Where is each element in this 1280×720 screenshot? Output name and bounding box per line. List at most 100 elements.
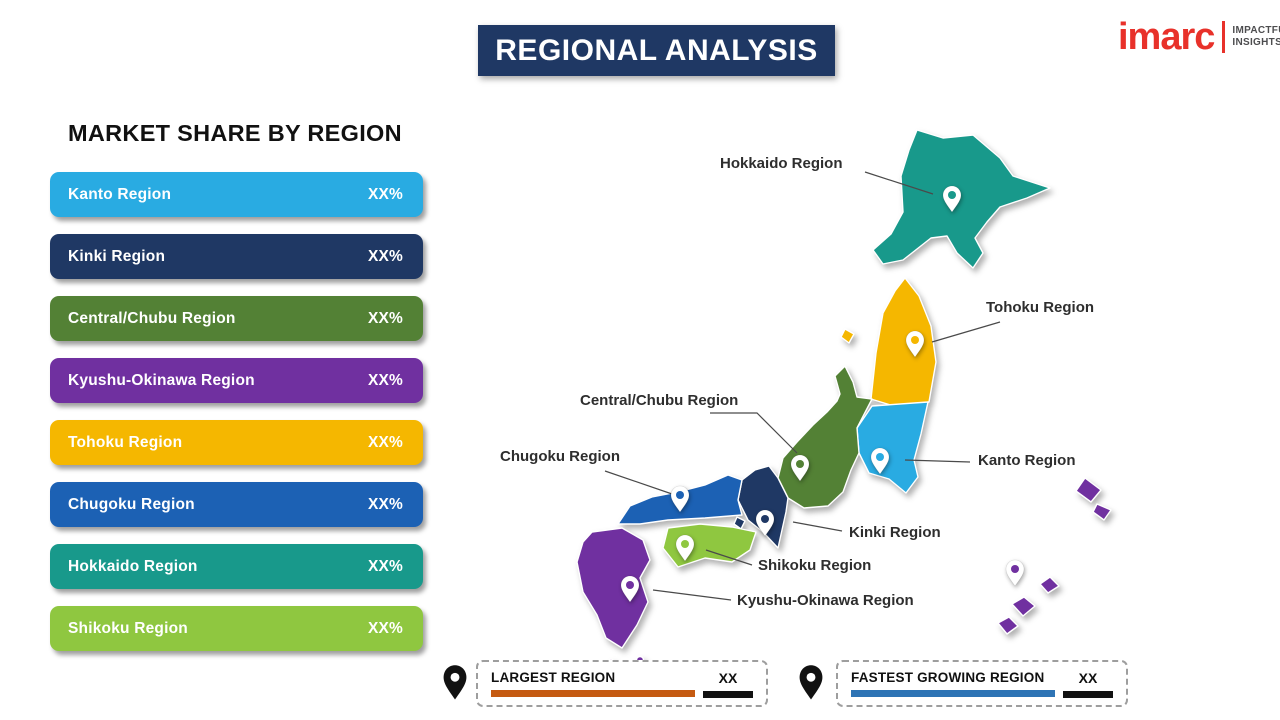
share-bar-value: XX% bbox=[367, 433, 403, 451]
logo-tagline-line1: IMPACTFUL bbox=[1232, 24, 1280, 36]
share-bar-label: Kinki Region bbox=[68, 247, 166, 265]
share-bar-hokkaido: Hokkaido Region XX% bbox=[50, 544, 423, 589]
pin-hole bbox=[1011, 565, 1019, 573]
connector-chubu bbox=[710, 412, 798, 454]
region-kanto bbox=[856, 401, 929, 494]
share-bar-value: XX% bbox=[367, 185, 403, 203]
pin-hole bbox=[626, 581, 634, 589]
logo-tagline: IMPACTFUL INSIGHTS bbox=[1232, 25, 1280, 50]
map-label-chubu: Central/Chubu Region bbox=[580, 392, 739, 409]
location-pin-icon bbox=[799, 665, 823, 700]
share-bar-kanto: Kanto Region XX% bbox=[50, 172, 423, 217]
region-tohoku bbox=[870, 277, 937, 408]
legend-largest-value: XX bbox=[718, 669, 738, 686]
map-label-kanto: Kanto Region bbox=[978, 452, 1076, 469]
share-bar-chubu: Central/Chubu Region XX% bbox=[50, 296, 423, 341]
legend-largest-label: LARGEST REGION bbox=[491, 670, 616, 685]
pin-hole bbox=[681, 540, 689, 548]
map-pin-hokkaido bbox=[942, 185, 962, 213]
share-bar-chugoku: Chugoku Region XX% bbox=[50, 482, 423, 527]
connector-kinki bbox=[792, 521, 843, 532]
legend-fastest-side: XX bbox=[1063, 670, 1113, 698]
share-bar-label: Tohoku Region bbox=[68, 433, 183, 451]
label-connector-lines bbox=[604, 171, 1001, 601]
map-pin-tohoku bbox=[905, 330, 925, 358]
share-bar-label: Central/Chubu Region bbox=[68, 309, 236, 327]
legend-fastest-main: FASTEST GROWING REGION bbox=[851, 670, 1055, 697]
page-title: REGIONAL ANALYSIS bbox=[495, 33, 818, 67]
share-bar-value: XX% bbox=[367, 371, 403, 389]
page-title-banner: REGIONAL ANALYSIS bbox=[478, 25, 835, 76]
region-hokkaido bbox=[872, 129, 1051, 269]
japan-map bbox=[576, 129, 1112, 666]
map-pin-chugoku bbox=[670, 485, 690, 513]
legend-largest-bar bbox=[491, 690, 695, 697]
share-bar-value: XX% bbox=[367, 247, 403, 265]
connector-kyushu bbox=[652, 589, 732, 601]
imarc-logo: imarc IMPACTFUL INSIGHTS bbox=[1118, 18, 1280, 56]
island-okinawa-5 bbox=[997, 616, 1019, 635]
share-bar-kinki: Kinki Region XX% bbox=[50, 234, 423, 279]
market-share-heading: MARKET SHARE BY REGION bbox=[68, 120, 402, 146]
map-label-shikoku: Shikoku Region bbox=[758, 557, 872, 574]
legend-largest-region: LARGEST REGION XX bbox=[476, 660, 768, 707]
island-okinawa-1 bbox=[1075, 477, 1102, 503]
market-share-list: Kanto Region XX% Kinki Region XX% Centra… bbox=[50, 172, 423, 668]
map-label-tohoku: Tohoku Region bbox=[986, 299, 1095, 316]
map-pin-kyushu bbox=[620, 575, 640, 603]
connector-kanto bbox=[904, 459, 971, 463]
share-bar-value: XX% bbox=[367, 557, 403, 575]
location-pin-icon bbox=[443, 665, 467, 700]
logo-tagline-line2: INSIGHTS bbox=[1232, 37, 1280, 48]
connector-chugoku bbox=[604, 470, 676, 496]
share-bar-value: XX% bbox=[367, 495, 403, 513]
connector-shikoku bbox=[705, 549, 753, 566]
legend-fastest-label: FASTEST GROWING REGION bbox=[851, 670, 1045, 685]
legend-largest-bar-end bbox=[703, 690, 753, 698]
share-bar-label: Hokkaido Region bbox=[68, 557, 198, 575]
legend-largest-side: XX bbox=[703, 670, 753, 698]
legend-fastest-bar bbox=[851, 690, 1055, 697]
island-okinawa-4 bbox=[1011, 596, 1036, 617]
map-label-kinki: Kinki Region bbox=[849, 524, 941, 541]
map-label-kyushu: Kyushu-Okinawa Region bbox=[737, 592, 914, 609]
map-pin-okinawa bbox=[1005, 559, 1025, 587]
share-bar-kyushu-okinawa: Kyushu-Okinawa Region XX% bbox=[50, 358, 423, 403]
logo-divider bbox=[1222, 21, 1226, 53]
connector-hokkaido bbox=[864, 171, 934, 195]
pin-hole bbox=[676, 491, 684, 499]
pin-hole bbox=[876, 453, 884, 461]
map-pin-kanto bbox=[870, 447, 890, 475]
legend-fastest-bar-end bbox=[1063, 690, 1113, 698]
connector-tohoku bbox=[931, 321, 1001, 343]
pin-hole bbox=[948, 191, 956, 199]
region-chubu bbox=[777, 365, 873, 509]
share-bar-label: Kanto Region bbox=[68, 185, 172, 203]
map-pins bbox=[620, 185, 1025, 603]
legend-fastest-value: XX bbox=[1078, 669, 1098, 686]
map-label-chugoku: Chugoku Region bbox=[500, 448, 620, 465]
share-bar-shikoku: Shikoku Region XX% bbox=[50, 606, 423, 651]
region-kinki bbox=[737, 465, 789, 549]
map-label-hokkaido: Hokkaido Region bbox=[720, 155, 843, 172]
share-bar-value: XX% bbox=[367, 619, 403, 637]
legend-largest-main: LARGEST REGION bbox=[491, 670, 695, 697]
logo-brand-text: imarc bbox=[1118, 16, 1215, 58]
share-bar-tohoku: Tohoku Region XX% bbox=[50, 420, 423, 465]
map-pin-kinki bbox=[755, 509, 775, 537]
legend-fastest-growing-region: FASTEST GROWING REGION XX bbox=[836, 660, 1128, 707]
share-bar-value: XX% bbox=[367, 309, 403, 327]
pin-hole bbox=[761, 515, 769, 523]
island-okinawa-3 bbox=[1039, 576, 1060, 594]
island-okinawa-2 bbox=[1092, 503, 1112, 521]
island-sado bbox=[840, 328, 855, 344]
pin-hole bbox=[911, 336, 919, 344]
map-pin-chubu bbox=[790, 454, 810, 482]
map-pin-shikoku bbox=[675, 534, 695, 562]
share-bar-label: Chugoku Region bbox=[68, 495, 195, 513]
region-kyushu bbox=[576, 527, 651, 649]
japan-landmass bbox=[576, 129, 1112, 666]
share-bar-label: Shikoku Region bbox=[68, 619, 188, 637]
share-bar-label: Kyushu-Okinawa Region bbox=[68, 371, 255, 389]
